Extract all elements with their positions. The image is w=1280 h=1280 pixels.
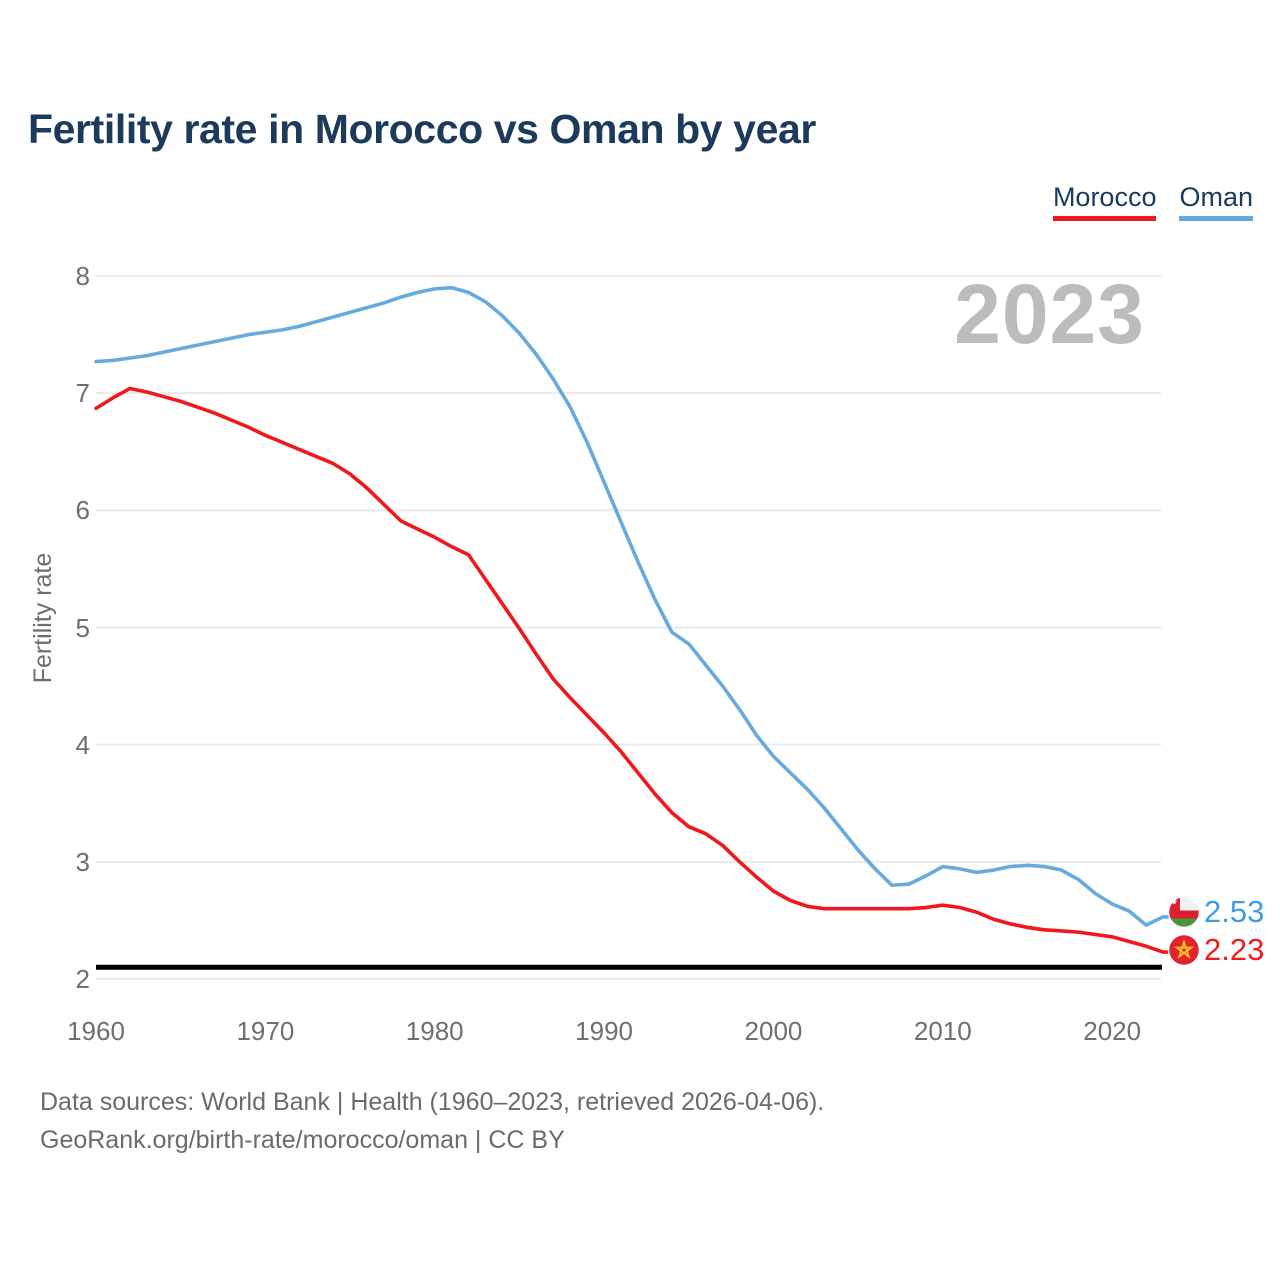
legend-item-morocco[interactable]: Morocco	[1052, 182, 1157, 221]
year-watermark: 2023	[954, 267, 1145, 361]
y-tick-label-4: 4	[75, 729, 90, 760]
x-tick-label-1960: 1960	[67, 1016, 125, 1046]
y-tick-label-3: 3	[75, 846, 90, 877]
y-tick-label-7: 7	[75, 378, 90, 409]
series-line-morocco	[94, 386, 1176, 954]
end-value-morocco: 2.23	[1204, 932, 1265, 967]
data-source-note: Data sources: World Bank | Health (1960–…	[40, 1088, 825, 1116]
legend: Morocco Oman	[1052, 182, 1253, 221]
x-tick-label-2000: 2000	[744, 1016, 803, 1046]
series-line-oman	[94, 285, 1176, 927]
legend-item-oman[interactable]: Oman	[1179, 182, 1253, 221]
end-value-oman: 2.53	[1204, 894, 1265, 929]
x-tick-label-1990: 1990	[575, 1016, 634, 1046]
y-tick-label-6: 6	[75, 495, 90, 526]
page-title: Fertility rate in Morocco vs Oman by yea…	[28, 106, 816, 152]
x-tick-label-1970: 1970	[236, 1016, 295, 1046]
y-tick-label-5: 5	[75, 612, 90, 643]
x-tick-label-1980: 1980	[405, 1016, 464, 1046]
y-tick-label-8: 8	[75, 261, 90, 291]
attribution-note: GeoRank.org/birth-rate/morocco/oman | CC…	[40, 1126, 565, 1154]
x-tick-label-2010: 2010	[913, 1016, 972, 1046]
y-tick-label-2: 2	[75, 964, 90, 994]
morocco-flag-icon	[1167, 933, 1201, 967]
oman-flag-icon	[1167, 895, 1201, 929]
morocco-star-icon	[1173, 939, 1195, 959]
x-tick-label-2020: 2020	[1083, 1016, 1142, 1046]
